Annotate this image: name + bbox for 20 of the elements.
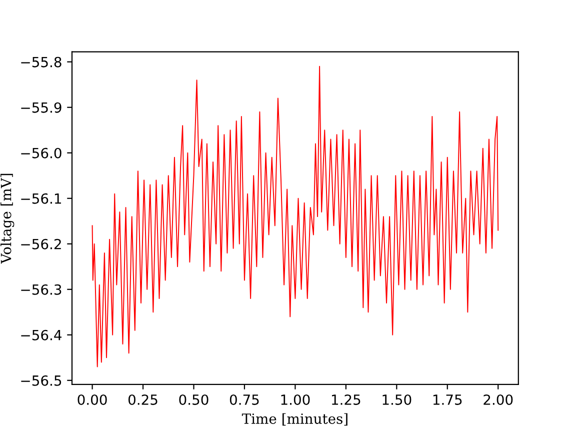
y-tick-label: −56.1 xyxy=(21,193,61,204)
x-tick-label: 0.00 xyxy=(78,394,107,405)
y-tick-label: −56.2 xyxy=(21,238,61,250)
x-tick-label: 0.75 xyxy=(230,394,259,405)
y-tick-label: −56.3 xyxy=(21,284,62,295)
x-tick-label: 0.25 xyxy=(128,394,158,405)
x-tick-label: 1.25 xyxy=(332,394,360,405)
x-tick-label: 1.75 xyxy=(433,394,462,405)
x-tick-label: 0.50 xyxy=(179,394,208,405)
x-tick-label: 2.00 xyxy=(484,394,513,405)
x-tick-label: 1.00 xyxy=(281,394,310,405)
x-axis-title: Time [minutes] xyxy=(242,413,348,426)
y-tick-label: −56.0 xyxy=(21,148,62,158)
y-tick-label: −56.5 xyxy=(21,375,62,386)
x-tick-label: 1.50 xyxy=(382,394,412,405)
line-series xyxy=(92,66,499,368)
y-axis-title: Voltage [mV] xyxy=(0,174,14,264)
y-tick-label: −55.9 xyxy=(21,102,62,113)
y-tick-label: −55.8 xyxy=(21,56,62,68)
y-tick-label: −56.4 xyxy=(21,330,62,340)
